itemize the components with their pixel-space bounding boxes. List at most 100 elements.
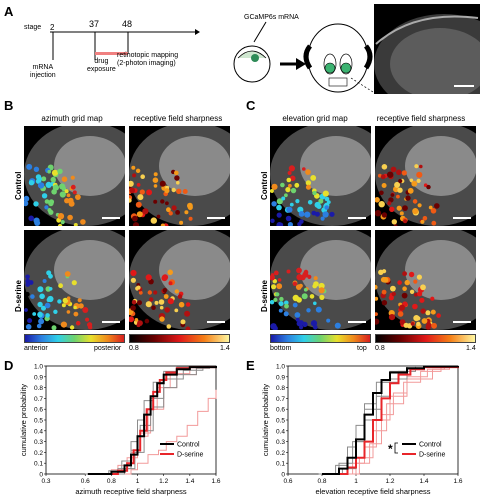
tectum-overview-image bbox=[374, 4, 480, 94]
y-tick-label: 0.6 bbox=[276, 407, 285, 414]
cell-roi bbox=[271, 284, 277, 290]
x-tick-label: 1.4 bbox=[419, 478, 428, 485]
cell-roi bbox=[378, 269, 384, 275]
cell-roi bbox=[307, 200, 313, 205]
cell-roi bbox=[179, 220, 184, 225]
cell-roi bbox=[270, 218, 275, 223]
cell-roi bbox=[150, 217, 157, 224]
cell-roi bbox=[319, 294, 325, 300]
cell-roi bbox=[26, 163, 33, 170]
cell-roi bbox=[153, 184, 158, 188]
panel-b-row-dserine: D-serine bbox=[14, 279, 23, 312]
cell-roi bbox=[37, 286, 44, 293]
y-tick-label: 0.9 bbox=[276, 374, 285, 381]
cell-roi bbox=[417, 203, 422, 208]
cell-roi bbox=[129, 310, 133, 316]
panel-d-cdf-chart: 0 0.1 0.2 0.3 0.4 0.5 0.6 0.7 0.8 0.9 1.0 0.3 0.6 0.8… bbox=[19, 364, 221, 497]
stage-label: stage bbox=[24, 24, 42, 31]
cell-roi bbox=[416, 321, 421, 327]
cell-roi bbox=[51, 325, 57, 330]
cell-roi bbox=[404, 279, 410, 286]
cell-roi bbox=[138, 290, 143, 295]
cell-roi bbox=[73, 223, 78, 226]
panel-c-control-elevation-map bbox=[270, 126, 371, 226]
cell-roi bbox=[318, 287, 325, 294]
panel-label-c: C bbox=[246, 98, 256, 113]
x-tick-label: 1 bbox=[354, 478, 358, 485]
cell-roi bbox=[273, 270, 279, 276]
cell-roi bbox=[34, 220, 41, 226]
cell-roi bbox=[399, 211, 404, 216]
panel-label-e: E bbox=[246, 358, 255, 373]
cell-roi bbox=[285, 215, 292, 222]
cell-roi bbox=[397, 187, 403, 193]
cell-roi bbox=[67, 214, 73, 221]
stage-2: 2 bbox=[50, 23, 55, 32]
cell-roi bbox=[271, 201, 277, 207]
x-tick-label: 1.6 bbox=[211, 478, 220, 485]
cell-roi bbox=[45, 313, 50, 318]
stage-37: 37 bbox=[89, 19, 100, 29]
cell-roi bbox=[159, 305, 164, 310]
cell-roi bbox=[390, 193, 395, 197]
cell-roi bbox=[421, 318, 428, 324]
cell-roi bbox=[414, 292, 418, 297]
cell-roi bbox=[381, 300, 388, 306]
y-tick-label: 0.1 bbox=[34, 461, 43, 468]
cell-roi bbox=[184, 210, 189, 215]
cell-roi bbox=[57, 299, 62, 304]
x-tick-label: 0.3 bbox=[41, 478, 50, 485]
panel-c-sharpness-colorbar bbox=[375, 334, 476, 343]
cell-roi bbox=[303, 288, 308, 292]
cell-roi bbox=[51, 169, 59, 176]
cell-roi bbox=[380, 174, 386, 180]
cell-roi bbox=[129, 198, 132, 203]
cell-roi bbox=[275, 292, 280, 297]
cell-roi bbox=[132, 215, 138, 222]
cell-roi bbox=[129, 316, 135, 323]
cell-roi bbox=[310, 175, 317, 181]
y-tick-label: 0.2 bbox=[34, 450, 43, 457]
cell-roi bbox=[381, 289, 387, 295]
panel-c-row-control: Control bbox=[260, 171, 269, 200]
cell-roi bbox=[312, 190, 317, 196]
cell-roi bbox=[315, 306, 322, 313]
cell-roi bbox=[73, 311, 79, 317]
cell-roi bbox=[407, 187, 414, 194]
cell-roi bbox=[403, 219, 408, 224]
cell-roi bbox=[296, 321, 302, 327]
cell-roi bbox=[80, 219, 86, 225]
cell-roi bbox=[62, 297, 69, 304]
x-axis-label: azimuth receptive field sharpness bbox=[75, 487, 187, 496]
cell-roi bbox=[399, 319, 406, 325]
cell-roi bbox=[286, 206, 293, 213]
cell-roi bbox=[414, 164, 419, 169]
cell-roi bbox=[375, 296, 379, 301]
cell-roi bbox=[313, 281, 319, 287]
y-tick-label: 0.4 bbox=[34, 428, 43, 435]
cell-roi bbox=[394, 181, 401, 188]
panel-b-control-azimuth-map bbox=[24, 126, 125, 226]
cell-roi bbox=[396, 194, 400, 199]
cell-roi bbox=[295, 199, 300, 204]
cell-roi bbox=[27, 318, 33, 324]
cell-roi bbox=[44, 205, 49, 210]
cell-roi bbox=[284, 303, 289, 309]
panel-c-col2-header: receptive field sharpness bbox=[376, 114, 466, 123]
cell-roi bbox=[412, 199, 418, 204]
cell-roi bbox=[375, 284, 378, 290]
cell-roi bbox=[382, 277, 389, 283]
cell-roi bbox=[176, 188, 182, 194]
significance-bracket bbox=[394, 442, 398, 454]
y-tick-label: 0.7 bbox=[276, 396, 285, 403]
cell-roi bbox=[292, 294, 299, 302]
cell-roi bbox=[185, 326, 191, 330]
mrna-label: GCaMP6s mRNA bbox=[244, 14, 299, 21]
cell-roi bbox=[318, 198, 324, 204]
panel-label-d: D bbox=[4, 358, 14, 373]
cell-roi bbox=[50, 176, 56, 183]
cell-roi bbox=[60, 321, 67, 328]
y-tick-label: 0.6 bbox=[34, 407, 43, 414]
cell-roi bbox=[375, 318, 380, 325]
panel-b-row-control: Control bbox=[14, 171, 23, 200]
